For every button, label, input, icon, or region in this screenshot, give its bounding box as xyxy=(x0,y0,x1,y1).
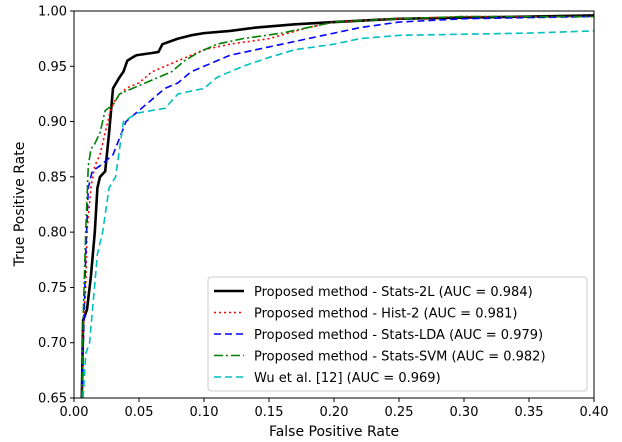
y-tick-label: 0.80 xyxy=(38,226,67,241)
legend-label: Proposed method - Stats-2L (AUC = 0.984) xyxy=(254,285,533,300)
y-tick-label: 0.95 xyxy=(38,60,67,75)
y-tick-label: 0.85 xyxy=(38,170,67,185)
y-axis: 0.65 0.70 0.75 0.80 0.85 0.90 0.95 1.00 xyxy=(38,5,74,407)
y-tick-label: 0.70 xyxy=(38,336,67,351)
legend-box xyxy=(207,276,588,392)
x-tick-label: 0.20 xyxy=(320,405,349,420)
x-tick-label: 0.35 xyxy=(515,405,544,420)
legend: Proposed method - Stats-2L (AUC = 0.984)… xyxy=(207,276,588,392)
y-tick-label: 0.75 xyxy=(38,281,67,296)
y-tick-label: 1.00 xyxy=(38,5,67,20)
legend-label: Proposed method - Stats-LDA (AUC = 0.979… xyxy=(254,328,543,343)
x-axis-label: False Positive Rate xyxy=(269,424,399,440)
legend-label: Proposed method - Hist-2 (AUC = 0.981) xyxy=(254,307,518,322)
legend-label: Proposed method - Stats-SVM (AUC = 0.982… xyxy=(254,350,546,365)
roc-curve-series-1 xyxy=(80,14,594,398)
y-axis-label: True Positive Rate xyxy=(12,142,28,268)
roc-curve-series-5 xyxy=(82,30,594,398)
legend-label: Wu et al. [12] (AUC = 0.969) xyxy=(254,371,441,386)
x-tick-label: 0.25 xyxy=(385,405,414,420)
x-tick-label: 0.05 xyxy=(125,405,154,420)
y-tick-label: 0.65 xyxy=(38,392,67,407)
x-tick-label: 0.40 xyxy=(580,405,609,420)
y-tick-label: 0.90 xyxy=(38,115,67,130)
roc-curves xyxy=(80,14,594,398)
roc-curve-series-3 xyxy=(81,15,594,398)
x-tick-label: 0.00 xyxy=(60,405,89,420)
x-tick-label: 0.30 xyxy=(450,405,479,420)
x-axis: 0.00 0.05 0.10 0.15 0.20 0.25 0.30 0.35 0.40 xyxy=(60,398,609,420)
x-tick-label: 0.15 xyxy=(255,405,284,420)
roc-curve-series-2 xyxy=(81,15,594,398)
x-tick-label: 0.10 xyxy=(190,405,219,420)
